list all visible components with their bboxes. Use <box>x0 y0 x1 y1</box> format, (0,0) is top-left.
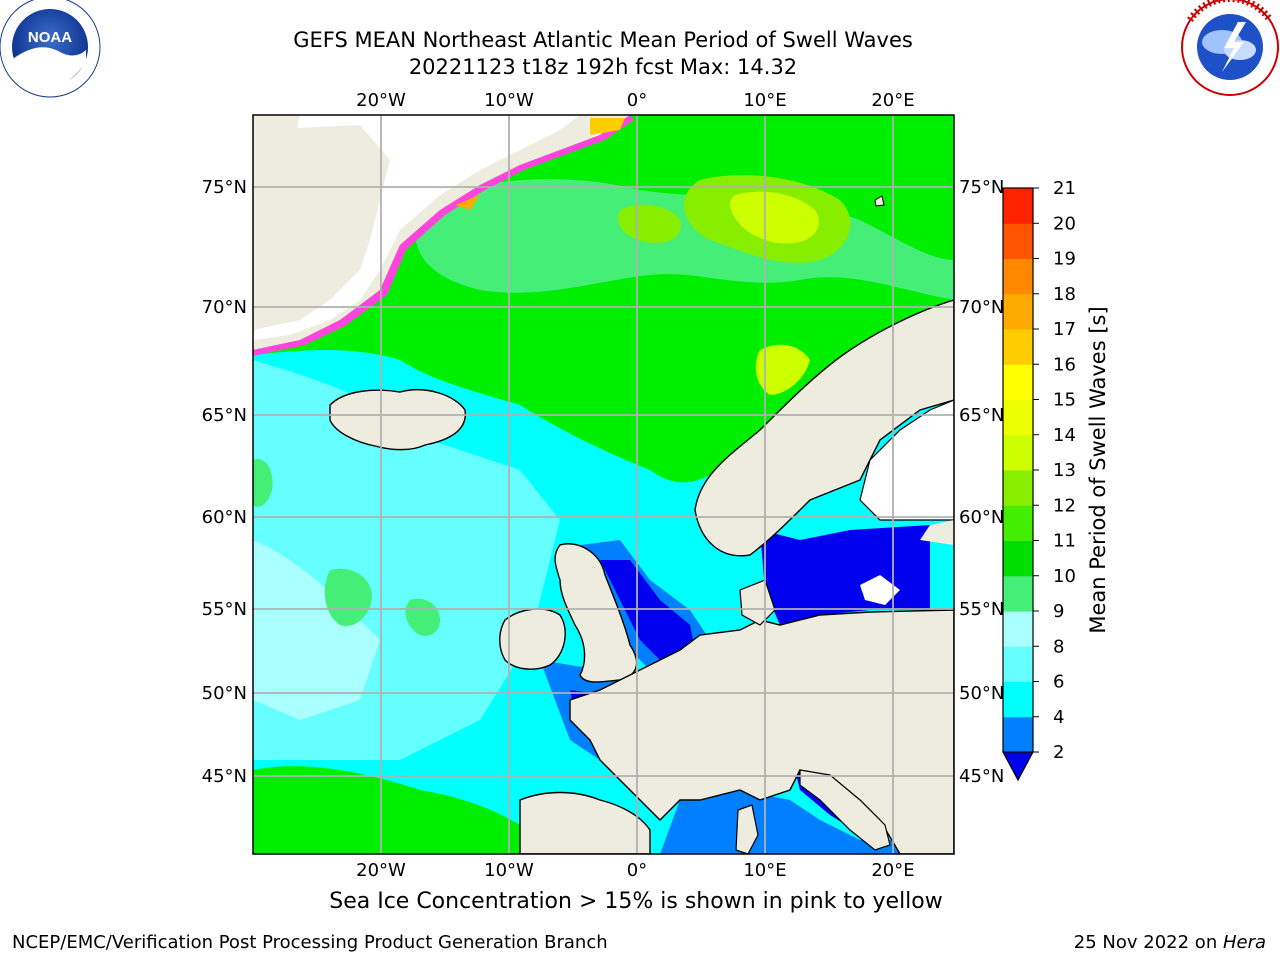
lat-tick-label: 45°N <box>202 766 247 787</box>
colorbar-extend-arrow <box>1001 751 1035 782</box>
lon-tick-label: 0° <box>627 860 647 880</box>
colorbar-tick-label: 9 <box>1053 601 1064 622</box>
colorbar-bin <box>1003 223 1033 259</box>
lat-tick-label: 70°N <box>959 297 1004 318</box>
colorbar-bin <box>1003 540 1033 577</box>
colorbar-bin <box>1003 293 1033 330</box>
colorbar-label: Mean Period of Swell Waves [s] <box>1086 306 1110 634</box>
top-lon-labels: 20°W 10°W 0° 10°E 20°E <box>356 90 914 111</box>
colorbar-bin <box>1003 188 1033 224</box>
lat-tick-label: 70°N <box>202 297 247 318</box>
lon-tick-label: 20°E <box>871 90 914 111</box>
colorbar-tick-label: 17 <box>1053 319 1076 340</box>
colorbar-tick-label: 10 <box>1053 566 1076 587</box>
lat-tick-label: 45°N <box>959 766 1004 787</box>
colorbar-tick-label: 14 <box>1053 425 1076 446</box>
lon-tick-label: 10°E <box>743 90 786 111</box>
colorbar-tick-label: 21 <box>1053 178 1076 199</box>
noaa-logo: NOAA <box>0 0 101 98</box>
colorbar-tick-label: 12 <box>1053 495 1076 516</box>
colorbar-tick-label: 4 <box>1053 707 1064 728</box>
colorbar-tick-label: 8 <box>1053 636 1064 657</box>
colorbar-bin <box>1003 258 1033 295</box>
lon-tick-label: 10°W <box>484 860 534 880</box>
colorbar-tick-label: 13 <box>1053 460 1076 481</box>
colorbar-bin <box>1003 575 1033 612</box>
colorbar-bin <box>1003 646 1033 682</box>
left-lat-labels: 75°N 70°N 65°N 60°N 55°N 50°N 45°N <box>202 177 247 787</box>
lat-tick-label: 55°N <box>202 599 247 620</box>
map-figure: NOAA <box>0 0 1279 880</box>
map-frame <box>252 114 955 855</box>
nws-logo <box>1181 0 1279 96</box>
footer-machine: Hera <box>1222 932 1266 953</box>
lat-tick-label: 65°N <box>959 405 1004 426</box>
colorbar-tick-label: 11 <box>1053 531 1076 552</box>
right-lat-labels: 75°N 70°N 65°N 60°N 55°N 50°N 45°N <box>959 177 1004 787</box>
colorbar-bin <box>1003 470 1033 506</box>
lat-tick-label: 60°N <box>959 507 1004 528</box>
lat-tick-label: 60°N <box>202 507 247 528</box>
colorbar-tick-label: 20 <box>1053 213 1076 234</box>
lat-tick-label: 50°N <box>959 683 1004 704</box>
noaa-logo-text: NOAA <box>28 29 72 46</box>
colorbar-tick-label: 18 <box>1053 284 1076 305</box>
lon-tick-label: 10°W <box>484 90 534 111</box>
colorbar-bin <box>1003 399 1033 436</box>
colorbar-tick-label: 16 <box>1053 354 1076 375</box>
map-panel <box>253 115 954 854</box>
chart-subtitle: 20221123 t18z 192h fcst Max: 14.32 <box>408 55 798 79</box>
colorbar-bin <box>1003 434 1033 471</box>
colorbar-tick-label: 19 <box>1053 249 1076 270</box>
lon-tick-label: 20°W <box>356 860 406 880</box>
colorbar-bin <box>1003 505 1033 541</box>
colorbar-tick-label: 15 <box>1053 390 1076 411</box>
colorbar-tick-label: 6 <box>1053 672 1064 693</box>
bottom-lon-labels: 20°W 10°W 0° 10°E 20°E <box>356 860 914 880</box>
colorbar-bin <box>1003 611 1033 647</box>
lat-tick-label: 65°N <box>202 405 247 426</box>
colorbar <box>1001 187 1035 782</box>
graticule <box>253 115 954 854</box>
lat-tick-label: 75°N <box>202 177 247 198</box>
lon-tick-label: 0° <box>627 90 647 111</box>
chart-title: GEFS MEAN Northeast Atlantic Mean Period… <box>293 28 913 52</box>
lon-tick-label: 10°E <box>743 860 786 880</box>
lon-tick-label: 20°W <box>356 90 406 111</box>
colorbar-bin <box>1003 681 1033 718</box>
colorbar-ticks: 2 4 6 8 9 10 11 12 13 14 15 16 17 18 19 20 21 <box>1033 178 1076 763</box>
lat-tick-label: 50°N <box>202 683 247 704</box>
lat-tick-label: 55°N <box>959 599 1004 620</box>
colorbar-tick-label: 2 <box>1053 742 1064 763</box>
footer-credit: NCEP/EMC/Verification Post Processing Pr… <box>12 932 608 953</box>
sea-ice-note: Sea Ice Concentration > 15% is shown in … <box>329 889 943 914</box>
lon-tick-label: 20°E <box>871 860 914 880</box>
colorbar-bin <box>1003 329 1033 365</box>
colorbar-bin <box>1003 364 1033 400</box>
colorbar-bin <box>1003 716 1033 753</box>
footer-date: 25 Nov 2022 on Hera <box>1074 932 1266 953</box>
lat-tick-label: 75°N <box>959 177 1004 198</box>
sea-ice-edge <box>253 115 634 356</box>
footer-date-text: 25 Nov 2022 on <box>1073 932 1223 953</box>
